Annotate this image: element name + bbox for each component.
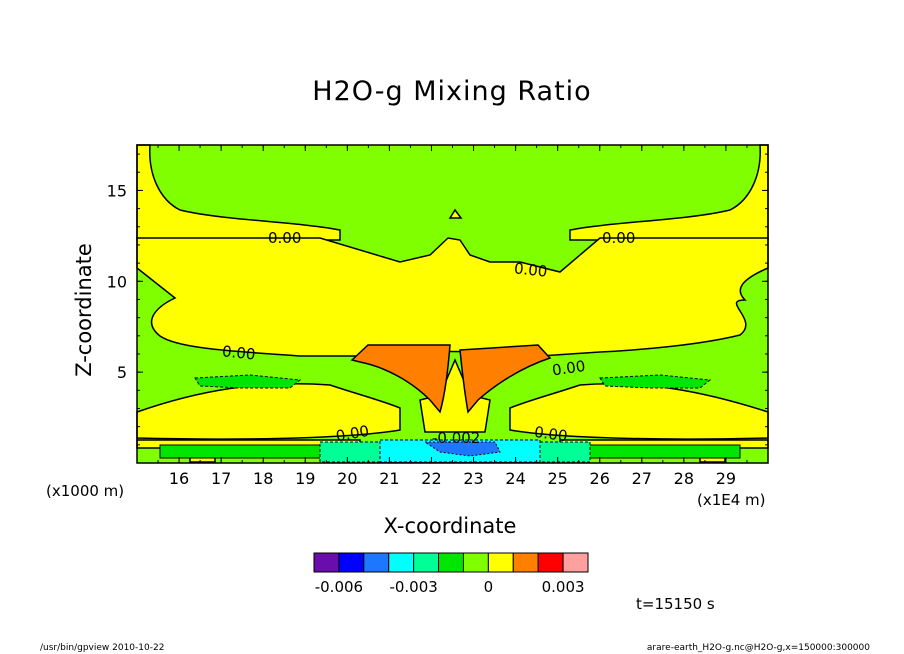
y-tick-label: 15: [107, 181, 127, 200]
colorbar-swatch: [413, 552, 440, 573]
x-tick-label: 18: [253, 469, 273, 488]
colorbar-tick-label: -0.003: [389, 578, 437, 596]
colorbar-swatch: [363, 552, 390, 573]
x-tick-label: 19: [295, 469, 315, 488]
x-tick-label: 21: [379, 469, 399, 488]
y-axis-ticks: 5 10 15: [107, 153, 768, 446]
y-tick-label: 10: [107, 272, 127, 291]
contour-label: -0.002: [432, 429, 480, 447]
colorbar-tick-label: 0.003: [542, 578, 585, 596]
x-tick-label: 27: [632, 469, 652, 488]
region-yellow-top-left: [136, 144, 341, 241]
colorbar-swatch: [512, 552, 539, 573]
x-tick-label: 25: [547, 469, 567, 488]
colorbar-swatch: [487, 552, 514, 573]
x-tick-label: 29: [716, 469, 736, 488]
colorbar-swatch: [462, 552, 489, 573]
y-tick-label: 5: [117, 363, 127, 382]
x-axis-unit: (x1E4 m): [697, 491, 766, 509]
x-tick-label: 26: [590, 469, 610, 488]
colorbar-swatch: [562, 552, 589, 573]
footer-right: arare-earth_H2O-g.nc@H2O-g,x=150000:3000…: [646, 643, 870, 653]
footer-left: /usr/bin/gpview 2010-10-22: [40, 643, 165, 653]
chart-title: H2O-g Mixing Ratio: [312, 76, 592, 107]
y-axis-label: Z-coordinate: [72, 243, 96, 377]
colorbar: -0.006 -0.003 0 0.003: [313, 552, 589, 596]
x-tick-label: 28: [674, 469, 694, 488]
contour-label: 0.00: [221, 342, 256, 363]
x-tick-label: 24: [505, 469, 525, 488]
colorbar-swatch: [388, 552, 415, 573]
region-yellow-upper-band: [136, 237, 769, 357]
region-yellow-small-bump: [448, 208, 463, 219]
region-orange-right: [459, 344, 552, 414]
x-tick-label: 16: [169, 469, 189, 488]
time-label: t=15150 s: [636, 595, 715, 613]
region-blue-bottom: [423, 441, 501, 457]
x-tick-label: 17: [211, 469, 231, 488]
colorbar-tick-label: 0: [484, 578, 494, 596]
colorbar-swatch: [313, 552, 340, 573]
contour-label: 0.00: [334, 422, 370, 446]
region-green-right-patches: [599, 374, 712, 389]
x-tick-label: 22: [421, 469, 441, 488]
x-axis-label: X-coordinate: [383, 514, 517, 538]
contour-label: 0.00: [602, 229, 635, 247]
region-green-left-patches: [194, 374, 302, 389]
region-yellow-top-right: [569, 144, 769, 241]
region-orange-left: [350, 344, 451, 414]
contour-label: 0.00: [533, 423, 569, 445]
contour-label: 0.00: [551, 357, 587, 379]
colorbar-tick-label: -0.006: [315, 578, 363, 596]
x-axis-ticks: 16 17 18 19 20 21 22 23 24 25 26 27 28 29: [136, 145, 769, 488]
y-axis-unit: (x1000 m): [46, 482, 125, 500]
x-tick-label: 23: [463, 469, 483, 488]
colorbar-swatch: [438, 552, 464, 573]
colorbar-swatch: [537, 552, 564, 573]
colorbar-swatch: [338, 552, 365, 573]
contour-label: 0.00: [268, 229, 301, 247]
x-tick-label: 20: [337, 469, 357, 488]
contour-label: 0.00: [513, 259, 548, 280]
